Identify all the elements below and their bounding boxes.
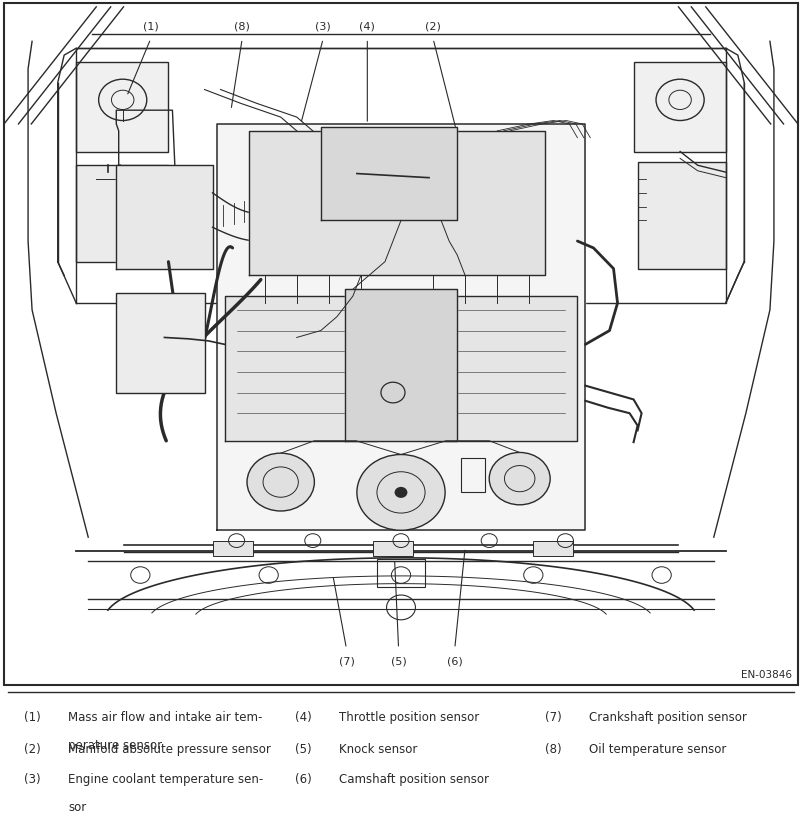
Bar bbox=[116, 293, 205, 393]
Text: (8): (8) bbox=[234, 21, 250, 31]
Text: Manifold absolute pressure sensor: Manifold absolute pressure sensor bbox=[68, 743, 271, 756]
Bar bbox=[213, 541, 253, 557]
Text: (4): (4) bbox=[295, 711, 312, 725]
Bar bbox=[634, 62, 726, 152]
Text: (4): (4) bbox=[359, 21, 375, 31]
Circle shape bbox=[395, 487, 407, 498]
Text: (2): (2) bbox=[24, 743, 41, 756]
Text: (7): (7) bbox=[545, 711, 562, 725]
Circle shape bbox=[357, 455, 445, 531]
Bar bbox=[638, 162, 726, 269]
Text: EN-03846: EN-03846 bbox=[741, 671, 792, 681]
Bar bbox=[373, 541, 413, 557]
Text: perature sensor: perature sensor bbox=[68, 739, 162, 752]
Text: (5): (5) bbox=[391, 656, 407, 666]
Polygon shape bbox=[217, 124, 585, 531]
Text: (1): (1) bbox=[143, 21, 159, 31]
Text: Engine coolant temperature sen-: Engine coolant temperature sen- bbox=[68, 773, 263, 786]
Text: (6): (6) bbox=[295, 773, 312, 786]
Text: Camshaft position sensor: Camshaft position sensor bbox=[339, 773, 489, 786]
Text: (8): (8) bbox=[545, 743, 562, 756]
Bar bbox=[533, 541, 573, 557]
Polygon shape bbox=[116, 165, 213, 269]
Text: (7): (7) bbox=[338, 656, 354, 666]
Polygon shape bbox=[225, 296, 377, 441]
Text: sor: sor bbox=[68, 801, 87, 814]
Text: Mass air flow and intake air tem-: Mass air flow and intake air tem- bbox=[68, 711, 262, 725]
Polygon shape bbox=[321, 127, 457, 220]
Text: Knock sensor: Knock sensor bbox=[339, 743, 418, 756]
Bar bbox=[76, 165, 168, 262]
Bar bbox=[76, 62, 168, 152]
Text: (3): (3) bbox=[24, 773, 41, 786]
Text: Crankshaft position sensor: Crankshaft position sensor bbox=[589, 711, 747, 725]
Polygon shape bbox=[345, 289, 457, 441]
Text: (1): (1) bbox=[24, 711, 41, 725]
Text: Oil temperature sensor: Oil temperature sensor bbox=[589, 743, 727, 756]
Polygon shape bbox=[425, 296, 577, 441]
Text: (2): (2) bbox=[425, 21, 441, 31]
Circle shape bbox=[489, 452, 550, 504]
Text: Throttle position sensor: Throttle position sensor bbox=[339, 711, 480, 725]
Bar bbox=[461, 458, 485, 492]
Bar bbox=[377, 559, 425, 587]
Polygon shape bbox=[249, 131, 545, 275]
Bar bbox=[337, 144, 445, 207]
Circle shape bbox=[247, 453, 314, 511]
Text: (3): (3) bbox=[315, 21, 331, 31]
Text: (6): (6) bbox=[447, 656, 463, 666]
Text: (5): (5) bbox=[295, 743, 312, 756]
